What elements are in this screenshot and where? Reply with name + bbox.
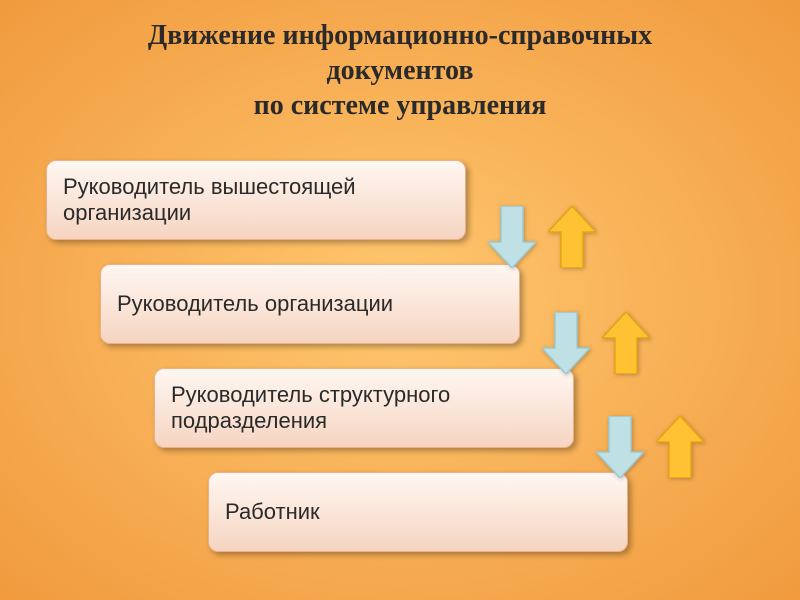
hierarchy-box-2: Руководитель структурного подразделения [154, 368, 574, 448]
arrow-up-icon-1 [602, 312, 650, 374]
title-line: документов [0, 53, 800, 88]
arrow-down-icon-2 [596, 416, 644, 478]
diagram-title: Движение информационно-справочныхдокумен… [0, 18, 800, 123]
hierarchy-box-label: Руководитель организации [117, 291, 393, 317]
title-line: Движение информационно-справочных [0, 18, 800, 53]
arrow-down-icon-1 [542, 312, 590, 374]
hierarchy-box-0: Руководитель вышестоящей организации [46, 160, 466, 240]
hierarchy-box-1: Руководитель организации [100, 264, 520, 344]
hierarchy-box-label: Руководитель вышестоящей организации [63, 174, 449, 227]
hierarchy-box-label: Работник [225, 499, 320, 525]
arrow-down-icon-0 [488, 206, 536, 268]
hierarchy-box-label: Руководитель структурного подразделения [171, 382, 557, 435]
hierarchy-box-3: Работник [208, 472, 628, 552]
title-line: по системе управления [0, 88, 800, 123]
diagram-stage: Движение информационно-справочныхдокумен… [0, 0, 800, 600]
arrow-up-icon-0 [548, 206, 596, 268]
arrow-up-icon-2 [656, 416, 704, 478]
